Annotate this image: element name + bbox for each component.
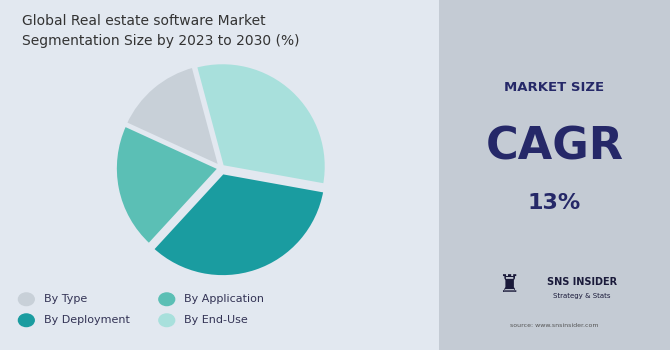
Circle shape — [19, 293, 34, 306]
Text: Strategy & Stats: Strategy & Stats — [553, 293, 611, 299]
Text: By Type: By Type — [44, 294, 87, 304]
Wedge shape — [115, 125, 219, 245]
Text: 13%: 13% — [528, 193, 581, 213]
Text: ♜: ♜ — [498, 273, 519, 297]
Text: By Deployment: By Deployment — [44, 315, 130, 325]
Wedge shape — [125, 66, 220, 166]
Text: By Application: By Application — [184, 294, 265, 304]
Text: MARKET SIZE: MARKET SIZE — [505, 81, 604, 94]
Circle shape — [159, 293, 175, 306]
Circle shape — [19, 314, 34, 327]
Text: CAGR: CAGR — [486, 126, 623, 168]
FancyBboxPatch shape — [437, 0, 670, 350]
Wedge shape — [196, 63, 326, 185]
Text: source: www.snsinsider.com: source: www.snsinsider.com — [510, 323, 599, 328]
Wedge shape — [153, 173, 325, 276]
Text: Global Real estate software Market
Segmentation Size by 2023 to 2030 (%): Global Real estate software Market Segme… — [22, 14, 299, 48]
Text: By End-Use: By End-Use — [184, 315, 248, 325]
Circle shape — [159, 314, 175, 327]
Text: SNS INSIDER: SNS INSIDER — [547, 277, 617, 287]
